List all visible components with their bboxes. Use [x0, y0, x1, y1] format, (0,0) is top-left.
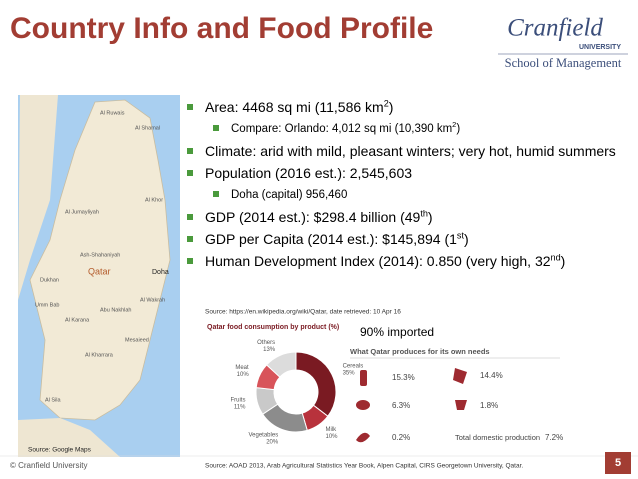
superscript: 2: [452, 120, 457, 130]
bullet-text: GDP (2014 est.): $298.4 billion (49: [205, 209, 421, 225]
icon-steak: [356, 400, 370, 410]
segment-label: Milk: [325, 427, 337, 433]
superscript: th: [420, 208, 428, 219]
map-label: Dukhan: [40, 277, 59, 283]
slide-title: Country Info and Food Profile: [10, 12, 434, 45]
map-land-neighbor: [18, 95, 120, 457]
produce-value: 15.3%: [392, 373, 415, 382]
map-label: Al Kharrara: [85, 352, 114, 358]
bullet-text: ): [388, 99, 394, 115]
donut-segment: [265, 351, 297, 378]
map-label: Al Jumayliyah: [65, 209, 99, 215]
segment-value: 35%: [343, 370, 356, 376]
icon-milk: [360, 370, 367, 386]
logo-school: School of Management: [505, 56, 622, 70]
superscript: nd: [550, 252, 561, 263]
segment-value: 10%: [237, 372, 250, 378]
bullet-text: Compare: Orlando: 4,012 sq mi (10,390 km: [231, 123, 453, 135]
map-label: Al Shamal: [135, 125, 160, 131]
bullet-text: Area: 4468 sq mi (11,586 km: [205, 99, 384, 115]
map-label: Doha: [152, 269, 169, 276]
logo-name: Cranfield: [507, 15, 603, 42]
bullet: Human Development Index (2014): 0.850 (v…: [183, 252, 631, 270]
superscript: st: [456, 230, 464, 241]
bullet-text: Human Development Index (2014): 0.850 (v…: [205, 253, 551, 269]
produce-value: 1.8%: [480, 401, 498, 410]
page-number: 5: [615, 457, 621, 469]
map-land: [29, 99, 171, 421]
produce-value: 14.4%: [480, 371, 503, 380]
bullet: GDP (2014 est.): $298.4 billion (49th): [183, 208, 631, 226]
segment-label: Fruits: [230, 397, 245, 403]
icon-poultry: [455, 400, 467, 410]
icon-meat: [453, 368, 467, 384]
map-label: Ash-Shahaniyah: [80, 252, 120, 258]
bullet: Area: 4468 sq mi (11,586 km2): [183, 98, 631, 116]
segment-value: 10%: [325, 434, 338, 440]
source-text: Source: https://en.wikipedia.org/wiki/Qa…: [205, 309, 401, 316]
copyright: © Cranfield University: [10, 461, 87, 470]
produce-value: 0.2%: [392, 433, 410, 442]
bullet-text: ): [560, 253, 566, 269]
bullet: GDP per Capita (2014 est.): $145,894 (1s…: [183, 230, 631, 248]
bullet-text: ): [456, 123, 461, 135]
bullet: Doha (capital) 956,460: [183, 186, 631, 204]
segment-label: Vegetables: [249, 433, 279, 439]
map-label: Al Wakrah: [140, 297, 165, 303]
segment-label: Others: [257, 340, 275, 346]
bullet-text: ): [463, 231, 469, 247]
bullet: Population (2016 est.): 2,545,603: [183, 164, 631, 182]
segment-label: Cereals: [343, 363, 364, 369]
footer-source: Source: AOAD 2013, Arab Agricultural Sta…: [205, 463, 523, 470]
logo-sub: UNIVERSITY: [579, 44, 621, 51]
icon-cereals: [356, 432, 370, 443]
page-number-box: [605, 452, 631, 474]
map-label: Al Ruwais: [100, 110, 125, 116]
total-label: Total domestic production: [455, 433, 540, 442]
map-labels: Al Ruwais Al Shamal Al Khor Al Jumayliya…: [35, 110, 169, 403]
imported-note: 90% imported: [360, 325, 434, 339]
superscript: 2: [383, 98, 389, 109]
bullet-text: GDP per Capita (2014 est.): $145,894 (1: [205, 231, 457, 247]
map-source: Source: Google Maps: [28, 447, 92, 454]
bullet: Climate: arid with mild, pleasant winter…: [183, 142, 631, 160]
map-label: Mesaieed: [125, 337, 149, 343]
bullet-text: Doha (capital) 956,460: [231, 189, 348, 201]
bullet-text: ): [427, 209, 433, 225]
segment-value: 13%: [263, 347, 276, 353]
donut-chart: Cereals35%Milk10%Vegetables20%Fruits11%M…: [230, 340, 363, 446]
segment-value: 11%: [234, 404, 246, 410]
total-value: 7.2%: [545, 433, 563, 442]
bullet: Compare: Orlando: 4,012 sq mi (10,390 km…: [183, 120, 631, 138]
map-label: Umm Bab: [35, 302, 59, 308]
bullet-list: Area: 4468 sq mi (11,586 km2) Compare: Or…: [183, 98, 631, 274]
produces-title: What Qatar produces for its own needs: [350, 347, 490, 356]
map-label: Al Karana: [65, 317, 90, 323]
map-label: Al Sila: [45, 397, 62, 403]
segment-value: 20%: [266, 440, 279, 446]
produce-icons: [356, 368, 467, 443]
bullet-text: Population (2016 est.): 2,545,603: [205, 165, 413, 181]
map-label: Abu Nakhlah: [100, 307, 132, 313]
segment-label: Meat: [235, 365, 249, 371]
map-label: Qatar: [88, 266, 111, 276]
bullet-text: Climate: arid with mild, pleasant winter…: [205, 143, 616, 159]
produce-value: 6.3%: [392, 401, 410, 410]
map-label: Al Khor: [145, 197, 163, 203]
chart-title: Qatar food consumption by product (%): [207, 324, 339, 331]
